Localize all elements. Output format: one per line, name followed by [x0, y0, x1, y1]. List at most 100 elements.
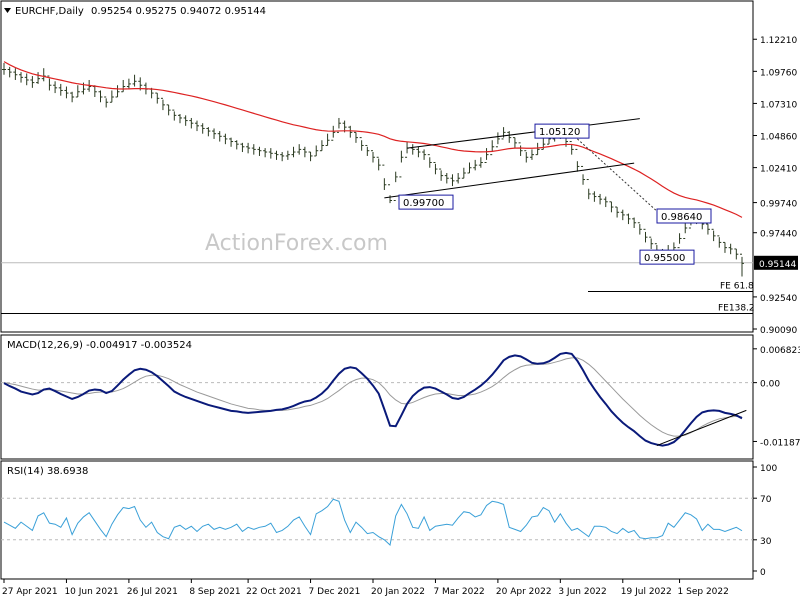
- macd-main-line: [3, 351, 743, 447]
- ohlc-values: 0.95254 0.95275 0.94072 0.95144: [91, 6, 266, 17]
- price-bar: [109, 90, 114, 103]
- price-bar: [365, 144, 370, 156]
- price-bar: [388, 184, 393, 204]
- price-bar: [234, 140, 239, 150]
- channel-lower-line: [384, 162, 635, 199]
- price-bar: [30, 76, 35, 88]
- price-bar: [359, 137, 364, 151]
- price-bar: [461, 167, 466, 179]
- level-label-text: 1.05120: [539, 127, 580, 138]
- level-label-text: 0.98640: [661, 212, 702, 223]
- channel-upper-line: [406, 118, 640, 149]
- price-bar: [314, 145, 319, 157]
- price-bar: [444, 172, 449, 184]
- rsi-tick-label: 100: [760, 464, 777, 474]
- price-series: [1, 61, 753, 315]
- price-bar: [308, 151, 313, 162]
- price-bar: [507, 131, 512, 143]
- price-bar: [473, 159, 478, 171]
- price-bar: [24, 73, 29, 86]
- macd-tick-label: -0.011874: [760, 438, 800, 448]
- price-bar: [399, 150, 404, 178]
- price-bar: [586, 179, 591, 200]
- price-bar: [126, 78, 131, 90]
- watermark: ActionForex.com: [205, 231, 388, 256]
- rsi-tick-label: 30: [760, 537, 772, 547]
- price-bar: [297, 144, 302, 155]
- price-bar: [195, 120, 200, 132]
- price-bar: [240, 142, 245, 153]
- price-bar: [53, 81, 58, 94]
- price-bar: [302, 146, 307, 158]
- dropdown-arrow-icon[interactable]: [4, 8, 11, 13]
- price-bar: [649, 236, 654, 249]
- price-bar: [632, 217, 637, 229]
- price-bar: [416, 146, 421, 158]
- price-bar: [433, 162, 438, 175]
- date-tick-label: 3 Jun 2022: [558, 587, 606, 597]
- price-bar: [740, 253, 744, 277]
- date-tick-label: 19 Jul 2022: [621, 587, 672, 597]
- price-bar: [626, 213, 631, 225]
- price-bar: [291, 146, 296, 158]
- price-bar: [121, 79, 126, 93]
- price-bar: [325, 133, 330, 146]
- price-bar: [348, 125, 353, 138]
- price-bar: [484, 148, 489, 164]
- price-tick-label: 0.92540: [760, 294, 797, 304]
- price-tick-label: 0.97440: [760, 230, 797, 240]
- price-bar: [620, 209, 625, 221]
- price-bar: [382, 164, 387, 191]
- date-tick-label: 8 Sep 2021: [189, 587, 240, 597]
- price-bar: [422, 149, 427, 160]
- price-bar: [512, 137, 517, 149]
- date-tick-label: 27 Apr 2021: [2, 587, 58, 597]
- price-bar: [722, 241, 727, 253]
- price-bar: [285, 150, 290, 160]
- date-tick-label: 1 Sep 2022: [678, 587, 729, 597]
- price-bar: [592, 191, 597, 202]
- price-bar: [603, 196, 608, 208]
- price-bar: [467, 162, 472, 174]
- price-bar: [58, 83, 63, 96]
- price-bar: [257, 146, 262, 156]
- macd-series: [1, 351, 753, 447]
- current-price-label: 0.95144: [759, 260, 796, 270]
- rsi-title: RSI(14) 38.6938: [7, 466, 88, 477]
- price-bar: [223, 133, 228, 145]
- price-bar: [206, 127, 211, 137]
- price-bar: [575, 148, 580, 172]
- price-bar: [70, 91, 75, 103]
- price-tick-label: 0.99740: [760, 200, 797, 210]
- price-bar: [2, 62, 6, 75]
- price-tick-label: 1.12210: [760, 36, 797, 46]
- price-bar: [7, 66, 12, 78]
- price-bar: [535, 142, 540, 156]
- price-bar: [13, 68, 18, 80]
- price-bar: [677, 233, 682, 249]
- price-bar: [393, 171, 398, 201]
- date-tick-label: 10 Jun 2021: [64, 587, 118, 597]
- price-tick-label: 1.02410: [760, 165, 797, 175]
- price-bar: [200, 123, 205, 134]
- macd-trendline: [656, 409, 747, 447]
- level-label-box: [534, 123, 590, 139]
- symbol-label: EURCHF,Daily: [15, 6, 84, 17]
- price-bar: [166, 104, 171, 116]
- rsi-line: [3, 498, 743, 546]
- date-tick-label: 20 Apr 2022: [496, 587, 552, 597]
- price-bar: [427, 154, 432, 168]
- price-panel: [0, 0, 754, 333]
- price-bar: [371, 150, 375, 163]
- price-bar: [717, 235, 722, 248]
- rsi-tick-label: 70: [760, 495, 772, 505]
- date-tick-label: 7 Mar 2022: [433, 587, 484, 597]
- date-tick-label: 22 Oct 2021: [246, 587, 302, 597]
- annotations: 0.99700 1.05120 0.98640 0.95500 FE 61.8 FE138…: [398, 123, 755, 314]
- price-tick-label: 0.90090: [760, 326, 797, 336]
- price-bar: [569, 141, 574, 155]
- price-bar: [36, 72, 41, 84]
- price-bar: [518, 142, 523, 156]
- price-bar: [246, 142, 251, 154]
